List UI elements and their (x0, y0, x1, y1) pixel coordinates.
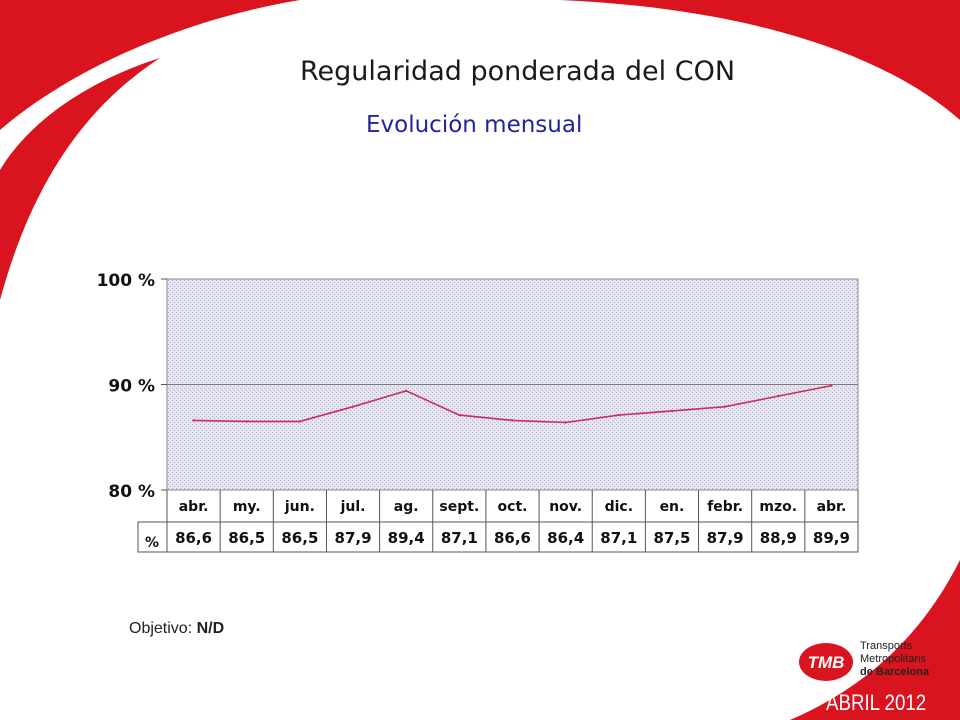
data-point (245, 420, 248, 423)
data-point (723, 405, 727, 408)
category-label: abr. (817, 499, 847, 515)
series-layer (192, 384, 833, 424)
category-label: febr. (707, 499, 743, 515)
objective-value: N/D (196, 620, 225, 637)
category-label: dic. (605, 499, 633, 515)
category-label: mzo. (759, 499, 797, 515)
logo-line-3: de Barcelona (860, 666, 930, 678)
left-red-arc (0, 58, 160, 300)
data-point (670, 409, 674, 413)
logo-line-2: Metropolitans (860, 653, 927, 665)
y-tick-label: 80 % (108, 482, 155, 502)
top-right-red-swoosh (560, 0, 960, 120)
category-label: ag. (394, 499, 419, 515)
data-point (458, 413, 461, 417)
grid-lines (161, 278, 858, 491)
data-table: abr. my. jun. jul. ag. sept. oct. nov. dic. en. fe… (137, 490, 859, 553)
data-value-label: 86,6 (494, 529, 531, 547)
svg-text:TMB: TMB (808, 653, 845, 672)
category-label: jun. (284, 499, 315, 515)
data-point (830, 384, 833, 387)
objective-label: Objetivo: (129, 620, 193, 637)
value-row-frame (137, 521, 859, 553)
y-tick-label: 90 % (108, 377, 155, 397)
category-label: nov. (549, 499, 582, 515)
data-point (777, 394, 780, 398)
footer-date: ABRIL 2012 (826, 690, 927, 715)
data-value-label: 87,5 (653, 529, 690, 547)
category-label: oct. (498, 499, 528, 515)
page-title: Regularidad ponderada del CON (300, 56, 736, 87)
data-point (192, 419, 195, 422)
data-point (511, 419, 514, 422)
objective-note: Objetivo: N/D (129, 620, 224, 638)
data-value-label: 89,4 (388, 529, 425, 547)
category-label: my. (233, 499, 261, 515)
data-value-label: 86,5 (228, 529, 265, 547)
top-left-red-swoosh (0, 0, 300, 130)
data-point (298, 420, 302, 423)
category-label: en. (660, 499, 685, 515)
data-value-label: 87,1 (441, 529, 478, 547)
category-label: abr. (179, 499, 209, 515)
data-value-label: 86,5 (281, 529, 318, 547)
logo-text: Transports Metropolitans de Barcelona (860, 640, 929, 679)
data-value-label: 86,4 (547, 529, 584, 547)
data-value-label: 87,9 (707, 529, 744, 547)
data-value-label: 87,1 (600, 529, 637, 547)
data-point (617, 413, 621, 417)
table-row-label: % (145, 535, 159, 551)
category-label: jul. (340, 499, 366, 515)
bottom-right-red-wave (790, 560, 960, 720)
logo-line-1: Transports (860, 640, 913, 652)
data-point (351, 405, 355, 408)
y-tick-labels: 80 % 90 % 100 % (97, 271, 155, 502)
data-value-label: 86,6 (175, 529, 212, 547)
tmb-logo: TMB (799, 643, 853, 681)
tmb-logo-mark (799, 643, 853, 681)
data-point (564, 421, 567, 424)
category-label: sept. (439, 499, 479, 515)
data-value-label: 87,9 (335, 529, 372, 547)
page-subtitle: Evolución mensual (366, 112, 583, 138)
data-value-label: 89,9 (813, 529, 850, 547)
y-tick-label: 100 % (97, 271, 155, 291)
data-value-label: 88,9 (760, 529, 797, 547)
data-point (404, 389, 408, 393)
